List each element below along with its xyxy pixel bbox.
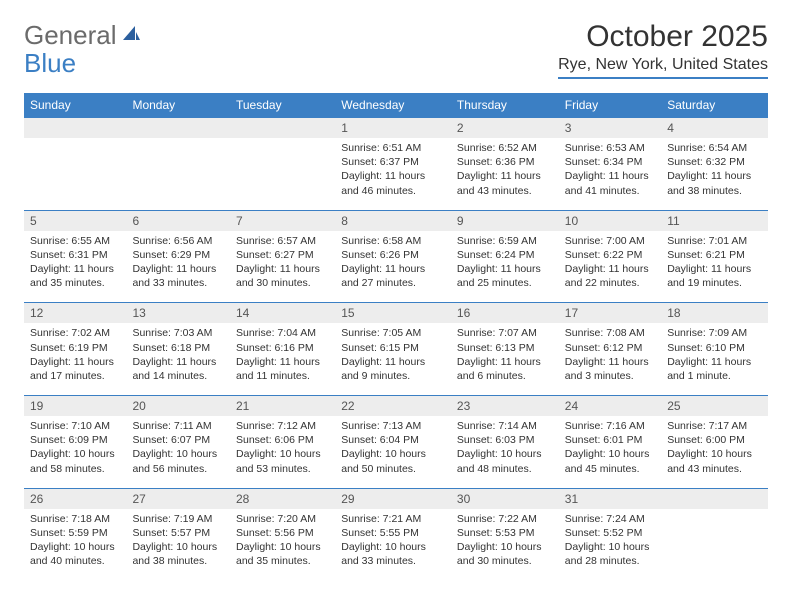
day-number: 31 (559, 488, 661, 509)
day-number: 13 (126, 303, 230, 324)
day-number: 3 (559, 118, 661, 139)
day-detail-row: Sunrise: 6:55 AM Sunset: 6:31 PM Dayligh… (24, 231, 768, 303)
day-number: 21 (230, 396, 335, 417)
day-detail: Sunrise: 7:21 AM Sunset: 5:55 PM Dayligh… (335, 509, 451, 581)
day-detail: Sunrise: 6:57 AM Sunset: 6:27 PM Dayligh… (230, 231, 335, 303)
day-detail (230, 138, 335, 210)
day-detail: Sunrise: 7:10 AM Sunset: 6:09 PM Dayligh… (24, 416, 126, 488)
day-number: 14 (230, 303, 335, 324)
location: Rye, New York, United States (558, 56, 768, 79)
day-detail: Sunrise: 7:12 AM Sunset: 6:06 PM Dayligh… (230, 416, 335, 488)
day-header-cell: Thursday (451, 93, 559, 118)
day-detail: Sunrise: 7:19 AM Sunset: 5:57 PM Dayligh… (126, 509, 230, 581)
day-number: 28 (230, 488, 335, 509)
day-number-row: 262728293031 (24, 488, 768, 509)
day-number (661, 488, 768, 509)
day-detail: Sunrise: 6:59 AM Sunset: 6:24 PM Dayligh… (451, 231, 559, 303)
day-number-row: 1234 (24, 118, 768, 139)
day-number (230, 118, 335, 139)
day-number: 23 (451, 396, 559, 417)
day-detail-row: Sunrise: 7:18 AM Sunset: 5:59 PM Dayligh… (24, 509, 768, 581)
day-number-row: 12131415161718 (24, 303, 768, 324)
day-number: 9 (451, 210, 559, 231)
logo: General (24, 20, 143, 51)
day-header-cell: Monday (126, 93, 230, 118)
day-number: 5 (24, 210, 126, 231)
day-number: 7 (230, 210, 335, 231)
day-number: 19 (24, 396, 126, 417)
logo-sail-icon (121, 24, 141, 44)
day-detail: Sunrise: 7:14 AM Sunset: 6:03 PM Dayligh… (451, 416, 559, 488)
day-number: 8 (335, 210, 451, 231)
day-detail: Sunrise: 6:56 AM Sunset: 6:29 PM Dayligh… (126, 231, 230, 303)
day-detail: Sunrise: 6:58 AM Sunset: 6:26 PM Dayligh… (335, 231, 451, 303)
day-number: 6 (126, 210, 230, 231)
day-detail: Sunrise: 6:53 AM Sunset: 6:34 PM Dayligh… (559, 138, 661, 210)
logo-text-general: General (24, 20, 117, 51)
day-detail: Sunrise: 7:22 AM Sunset: 5:53 PM Dayligh… (451, 509, 559, 581)
day-detail: Sunrise: 7:05 AM Sunset: 6:15 PM Dayligh… (335, 323, 451, 395)
day-header-cell: Friday (559, 93, 661, 118)
day-header-cell: Tuesday (230, 93, 335, 118)
day-number: 10 (559, 210, 661, 231)
day-detail: Sunrise: 6:55 AM Sunset: 6:31 PM Dayligh… (24, 231, 126, 303)
day-detail: Sunrise: 7:00 AM Sunset: 6:22 PM Dayligh… (559, 231, 661, 303)
day-number: 18 (661, 303, 768, 324)
day-number: 16 (451, 303, 559, 324)
logo-text-blue: Blue (24, 48, 76, 79)
day-detail: Sunrise: 7:17 AM Sunset: 6:00 PM Dayligh… (661, 416, 768, 488)
day-detail: Sunrise: 7:09 AM Sunset: 6:10 PM Dayligh… (661, 323, 768, 395)
day-detail: Sunrise: 7:18 AM Sunset: 5:59 PM Dayligh… (24, 509, 126, 581)
day-detail: Sunrise: 7:20 AM Sunset: 5:56 PM Dayligh… (230, 509, 335, 581)
day-detail: Sunrise: 6:51 AM Sunset: 6:37 PM Dayligh… (335, 138, 451, 210)
calendar-table: SundayMondayTuesdayWednesdayThursdayFrid… (24, 93, 768, 580)
day-number (24, 118, 126, 139)
day-number: 30 (451, 488, 559, 509)
day-detail: Sunrise: 7:07 AM Sunset: 6:13 PM Dayligh… (451, 323, 559, 395)
day-detail: Sunrise: 7:02 AM Sunset: 6:19 PM Dayligh… (24, 323, 126, 395)
day-detail-row: Sunrise: 7:10 AM Sunset: 6:09 PM Dayligh… (24, 416, 768, 488)
day-number: 4 (661, 118, 768, 139)
day-detail: Sunrise: 7:08 AM Sunset: 6:12 PM Dayligh… (559, 323, 661, 395)
day-header-cell: Saturday (661, 93, 768, 118)
day-detail: Sunrise: 7:03 AM Sunset: 6:18 PM Dayligh… (126, 323, 230, 395)
day-number: 24 (559, 396, 661, 417)
day-number-row: 19202122232425 (24, 396, 768, 417)
day-number: 1 (335, 118, 451, 139)
day-number: 15 (335, 303, 451, 324)
day-header-cell: Wednesday (335, 93, 451, 118)
day-detail (126, 138, 230, 210)
day-number: 29 (335, 488, 451, 509)
day-header-cell: Sunday (24, 93, 126, 118)
day-detail: Sunrise: 7:16 AM Sunset: 6:01 PM Dayligh… (559, 416, 661, 488)
day-detail: Sunrise: 7:04 AM Sunset: 6:16 PM Dayligh… (230, 323, 335, 395)
day-detail-row: Sunrise: 6:51 AM Sunset: 6:37 PM Dayligh… (24, 138, 768, 210)
day-detail: Sunrise: 6:54 AM Sunset: 6:32 PM Dayligh… (661, 138, 768, 210)
day-number: 27 (126, 488, 230, 509)
day-detail (24, 138, 126, 210)
day-number: 22 (335, 396, 451, 417)
day-detail-row: Sunrise: 7:02 AM Sunset: 6:19 PM Dayligh… (24, 323, 768, 395)
day-header-row: SundayMondayTuesdayWednesdayThursdayFrid… (24, 93, 768, 118)
day-detail: Sunrise: 7:01 AM Sunset: 6:21 PM Dayligh… (661, 231, 768, 303)
header: General October 2025 Rye, New York, Unit… (24, 20, 768, 79)
day-number: 26 (24, 488, 126, 509)
day-detail: Sunrise: 7:24 AM Sunset: 5:52 PM Dayligh… (559, 509, 661, 581)
day-number: 2 (451, 118, 559, 139)
day-number: 20 (126, 396, 230, 417)
day-detail: Sunrise: 7:11 AM Sunset: 6:07 PM Dayligh… (126, 416, 230, 488)
month-title: October 2025 (558, 20, 768, 54)
day-number: 25 (661, 396, 768, 417)
day-number-row: 567891011 (24, 210, 768, 231)
day-detail: Sunrise: 7:13 AM Sunset: 6:04 PM Dayligh… (335, 416, 451, 488)
day-detail (661, 509, 768, 581)
day-detail: Sunrise: 6:52 AM Sunset: 6:36 PM Dayligh… (451, 138, 559, 210)
day-number: 11 (661, 210, 768, 231)
day-number: 17 (559, 303, 661, 324)
title-block: October 2025 Rye, New York, United State… (558, 20, 768, 79)
day-number (126, 118, 230, 139)
day-number: 12 (24, 303, 126, 324)
